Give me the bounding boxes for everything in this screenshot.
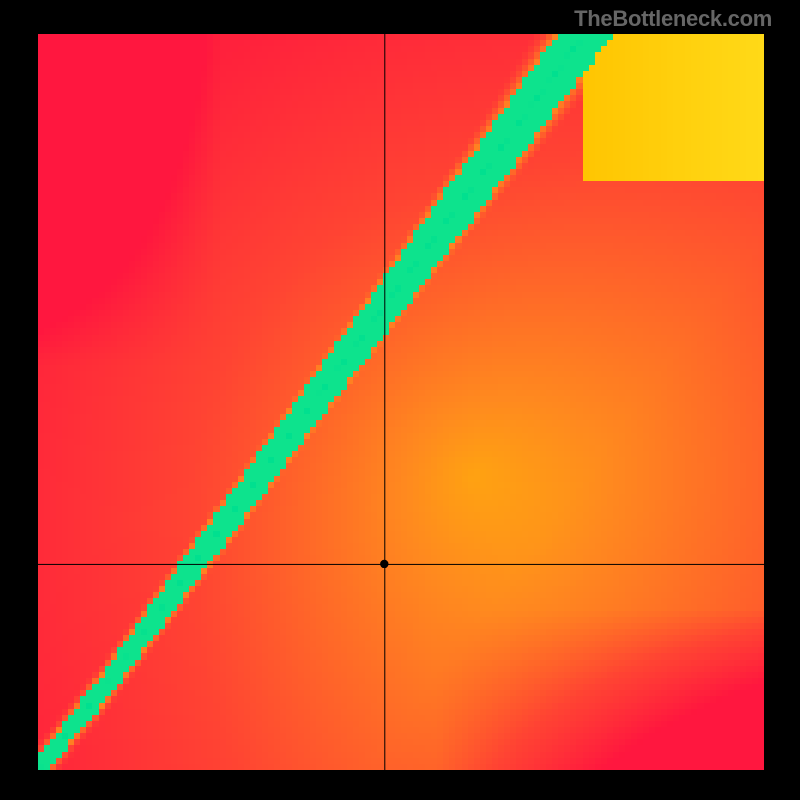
watermark-text: TheBottleneck.com	[574, 6, 772, 32]
chart-root: { "watermark": { "text": "TheBottleneck.…	[0, 0, 800, 800]
bottleneck-heatmap	[38, 34, 764, 770]
